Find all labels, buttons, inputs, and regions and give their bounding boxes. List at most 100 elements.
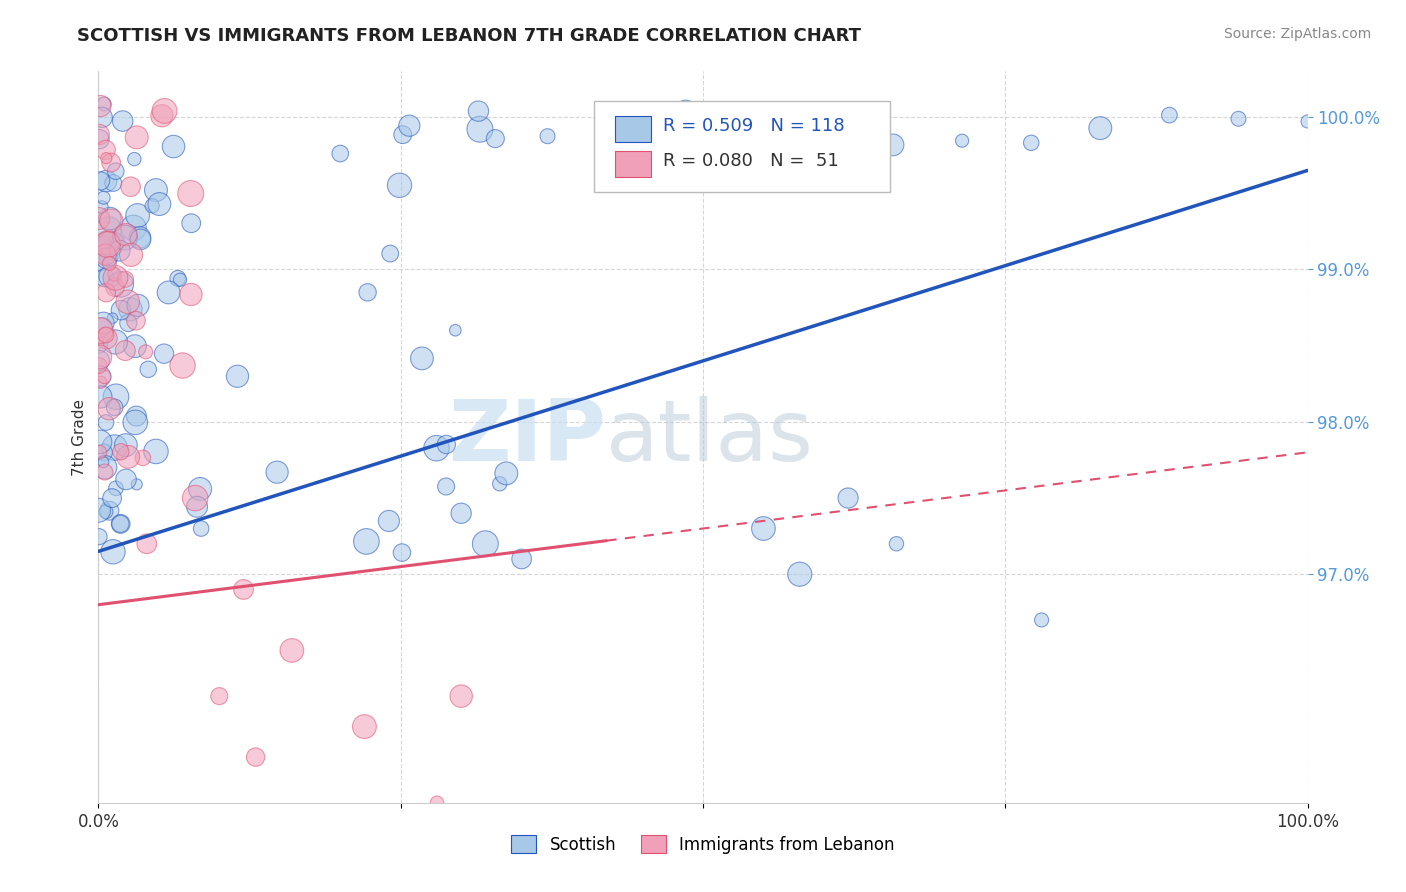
- Point: [117, 450, 139, 464]
- Point: [101, 545, 124, 559]
- Point: [104, 280, 127, 294]
- Point: [89, 434, 111, 449]
- Point: [90, 376, 112, 390]
- Legend: Scottish, Immigrants from Lebanon: Scottish, Immigrants from Lebanon: [505, 829, 901, 860]
- Point: [98, 504, 121, 518]
- Point: [468, 122, 491, 136]
- Text: Source: ZipAtlas.com: Source: ZipAtlas.com: [1223, 27, 1371, 41]
- Point: [96, 235, 118, 250]
- Point: [1159, 108, 1181, 122]
- Point: [226, 369, 249, 384]
- Point: [101, 491, 124, 505]
- Point: [166, 271, 188, 285]
- Point: [148, 197, 170, 211]
- Point: [98, 401, 121, 416]
- Text: ZIP: ZIP: [449, 395, 606, 479]
- Point: [117, 316, 139, 330]
- Point: [125, 409, 148, 423]
- Point: [93, 455, 115, 469]
- Point: [450, 506, 472, 520]
- Point: [100, 236, 122, 251]
- Point: [180, 186, 202, 201]
- Point: [110, 303, 132, 318]
- Point: [837, 491, 859, 505]
- Y-axis label: 7th Grade: 7th Grade: [72, 399, 87, 475]
- Point: [89, 99, 111, 113]
- Point: [104, 481, 127, 495]
- Point: [388, 178, 411, 193]
- Point: [145, 444, 167, 458]
- Point: [190, 522, 212, 536]
- Point: [103, 176, 125, 190]
- Point: [495, 467, 517, 481]
- Point: [157, 285, 180, 300]
- Point: [114, 343, 136, 358]
- Point: [96, 285, 118, 300]
- Point: [127, 298, 149, 312]
- Point: [98, 211, 121, 226]
- Point: [114, 438, 136, 452]
- Point: [105, 390, 128, 404]
- Point: [93, 369, 115, 384]
- Point: [186, 500, 208, 514]
- Point: [882, 137, 904, 152]
- FancyBboxPatch shape: [595, 101, 890, 192]
- Point: [488, 476, 510, 491]
- Point: [94, 270, 117, 285]
- Point: [353, 720, 375, 734]
- Point: [87, 530, 110, 544]
- Point: [1031, 613, 1053, 627]
- Point: [378, 514, 401, 528]
- Point: [434, 479, 457, 493]
- Point: [208, 689, 231, 703]
- Point: [124, 339, 146, 353]
- Point: [91, 320, 114, 334]
- Point: [97, 222, 120, 236]
- Point: [329, 146, 352, 161]
- Point: [87, 359, 110, 373]
- Point: [141, 199, 163, 213]
- Point: [132, 450, 155, 465]
- Point: [96, 151, 118, 165]
- Point: [110, 516, 132, 531]
- Point: [98, 256, 121, 270]
- Point: [153, 346, 176, 360]
- Point: [94, 465, 117, 479]
- Point: [89, 132, 111, 146]
- Point: [411, 351, 433, 366]
- Point: [97, 250, 120, 264]
- Point: [104, 334, 127, 349]
- Point: [104, 164, 127, 178]
- Point: [675, 104, 697, 119]
- Point: [425, 441, 447, 455]
- Point: [100, 155, 122, 169]
- Point: [115, 227, 138, 242]
- Point: [87, 503, 110, 517]
- Point: [114, 272, 136, 286]
- Point: [93, 316, 115, 330]
- Point: [124, 415, 146, 429]
- Point: [87, 128, 110, 142]
- Point: [104, 441, 127, 455]
- Point: [125, 130, 148, 145]
- Text: atlas: atlas: [606, 395, 814, 479]
- Point: [94, 247, 117, 261]
- Point: [162, 139, 184, 153]
- Point: [117, 294, 139, 309]
- Point: [90, 200, 112, 214]
- Point: [434, 437, 457, 451]
- Point: [96, 252, 118, 266]
- Text: SCOTTISH VS IMMIGRANTS FROM LEBANON 7TH GRADE CORRELATION CHART: SCOTTISH VS IMMIGRANTS FROM LEBANON 7TH …: [77, 27, 862, 45]
- Point: [813, 128, 835, 142]
- Point: [188, 482, 211, 496]
- Point: [426, 796, 449, 810]
- Point: [380, 246, 402, 260]
- Point: [89, 350, 111, 364]
- Point: [129, 230, 152, 244]
- Point: [91, 111, 114, 125]
- Point: [950, 134, 973, 148]
- Point: [180, 216, 202, 230]
- Point: [536, 129, 558, 144]
- Point: [87, 211, 110, 226]
- Point: [391, 545, 413, 559]
